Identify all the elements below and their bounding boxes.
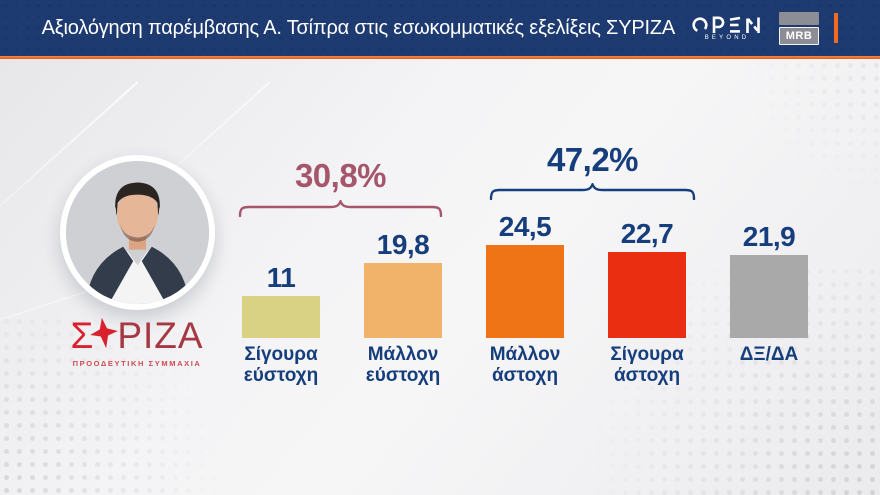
bar-dx-da [730, 255, 808, 338]
bar-mallon-eystoxi [364, 263, 442, 338]
header-bar: Αξιολόγηση παρέμβασης Α. Τσίπρα στις εσω… [0, 0, 880, 56]
bar-category-label: Σίγουρα εύστοχη [243, 344, 319, 386]
syriza-logo: Σ ΡΙΖΑ ΠΡΟΟΔΕΥΤΙΚΗ ΣΥΜΜΑΧΙΑ [42, 317, 232, 368]
open-beyond-label: BEYOND [704, 34, 750, 41]
syriza-star-icon [90, 317, 119, 353]
mrb-logo-label: MRB [779, 26, 819, 45]
mrb-logo-top-bar [779, 11, 819, 25]
bar-value: 11 [266, 262, 296, 293]
person-portrait-icon [66, 161, 209, 304]
bar-column: 19,8 [342, 231, 464, 338]
decor-dots [740, 59, 880, 189]
open-tv-logo-icon [692, 16, 762, 34]
group-total-astoxi: 47,2% [546, 141, 639, 178]
syriza-wordmark: Σ ΡΙΖΑ [70, 317, 203, 354]
bar-column: 21,9 [708, 223, 830, 338]
bar-value: 19,8 [376, 229, 430, 260]
bar-column: 11 [220, 264, 342, 338]
tsipras-portrait [60, 155, 215, 310]
bar-sigoura-astoxi [608, 252, 686, 338]
syriza-rest: ΡΙΖΑ [117, 315, 204, 356]
bar-category-label: ΔΞ/ΔΑ [739, 344, 799, 365]
bar-sigoura-eystoxi [242, 296, 320, 338]
group-total-eystoxi: 30,8% [294, 157, 387, 194]
bar-mallon-astoxi [486, 245, 564, 338]
bar-column: 24,5 [464, 213, 586, 338]
syriza-subtitle: ΠΡΟΟΔΕΥΤΙΚΗ ΣΥΜΜΑΧΙΑ [72, 359, 202, 368]
bracket-astoxi [489, 183, 696, 200]
bar-value: 24,5 [498, 211, 552, 242]
page-title: Αξιολόγηση παρέμβασης Α. Τσίπρα στις εσω… [41, 16, 676, 39]
header-underline [0, 56, 880, 59]
bar-category-label: Σίγουρα άστοχη [610, 344, 684, 386]
bar-value: 22,7 [620, 218, 674, 249]
bar-category-label: Μάλλον άστοχη [489, 344, 561, 386]
bar-column: 22,7 [586, 220, 708, 338]
header-orange-divider [834, 13, 838, 43]
bar-category-label: Μάλλον εύστοχη [365, 344, 441, 386]
mrb-logo: MRB [779, 11, 819, 45]
syriza-sigma: Σ [70, 315, 93, 356]
open-beyond-logo: BEYOND [690, 16, 764, 41]
chart-panel: Σ ΡΙΖΑ ΠΡΟΟΔΕΥΤΙΚΗ ΣΥΜΜΑΧΙΑ 30,8% 47,2% … [0, 59, 880, 495]
bracket-eystoxi [238, 200, 443, 217]
bar-value: 21,9 [742, 221, 796, 252]
